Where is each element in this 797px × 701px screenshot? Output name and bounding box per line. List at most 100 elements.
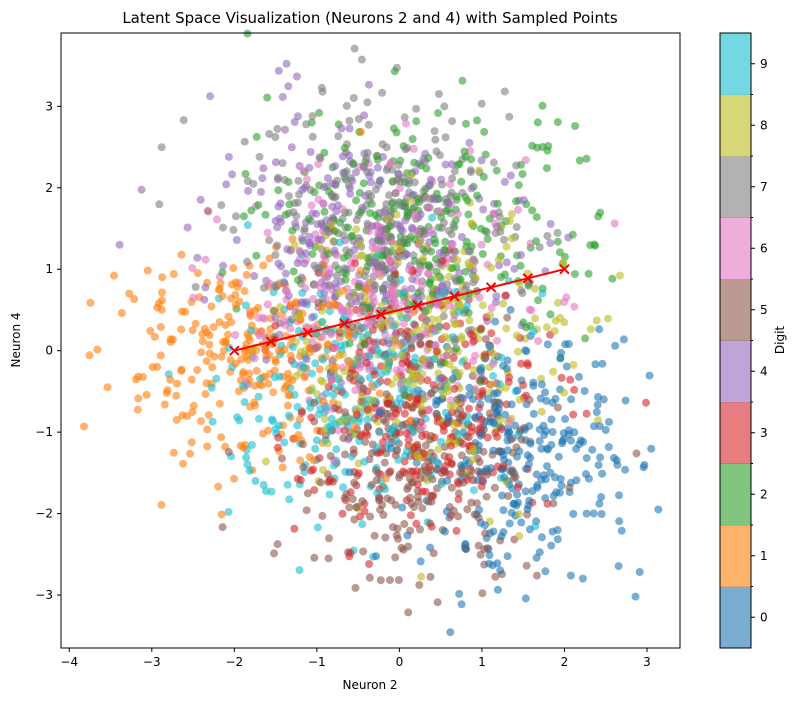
scatter-point-digit-4 bbox=[314, 235, 323, 244]
scatter-point-digit-0 bbox=[477, 366, 485, 375]
scatter-point-digit-1 bbox=[177, 325, 186, 334]
scatter-point-digit-2 bbox=[480, 127, 489, 136]
scatter-point-digit-6 bbox=[358, 305, 367, 314]
scatter-point-digit-2 bbox=[452, 195, 461, 204]
scatter-point-digit-4 bbox=[479, 205, 488, 214]
scatter-point-digit-6 bbox=[409, 144, 418, 153]
scatter-point-digit-6 bbox=[534, 337, 543, 345]
scatter-point-digit-0 bbox=[617, 526, 626, 535]
scatter-point-digit-5 bbox=[483, 470, 492, 479]
scatter-point-digit-2 bbox=[463, 196, 472, 205]
scatter-point-digit-1 bbox=[315, 365, 324, 374]
scatter-point-digit-2 bbox=[334, 265, 343, 274]
scatter-point-digit-8 bbox=[419, 254, 428, 263]
scatter-point-digit-1 bbox=[172, 415, 181, 424]
scatter-point-digit-5 bbox=[491, 572, 500, 581]
scatter-point-digit-7 bbox=[449, 220, 458, 229]
scatter-point-digit-0 bbox=[556, 475, 565, 483]
scatter-point-digit-2 bbox=[404, 208, 413, 217]
scatter-point-digit-4 bbox=[441, 160, 450, 169]
scatter-point-digit-4 bbox=[492, 292, 501, 301]
scatter-point-digit-3 bbox=[497, 425, 506, 434]
scatter-point-digit-3 bbox=[642, 398, 650, 407]
scatter-point-digit-9 bbox=[329, 390, 338, 399]
scatter-point-digit-2 bbox=[352, 196, 361, 205]
scatter-point-digit-0 bbox=[541, 567, 550, 576]
scatter-point-digit-2 bbox=[289, 267, 298, 276]
scatter-point-digit-1 bbox=[331, 301, 340, 310]
scatter-point-digit-3 bbox=[477, 324, 486, 333]
scatter-point-digit-7 bbox=[396, 238, 405, 247]
scatter-point-digit-7 bbox=[364, 189, 373, 198]
scatter-point-digit-8 bbox=[396, 310, 405, 319]
scatter-point-digit-8 bbox=[356, 252, 365, 260]
scatter-point-digit-5 bbox=[416, 525, 424, 534]
scatter-point-digit-1 bbox=[198, 337, 207, 346]
scatter-point-digit-0 bbox=[567, 395, 576, 404]
scatter-point-digit-4 bbox=[384, 264, 393, 273]
scatter-point-digit-3 bbox=[569, 410, 578, 419]
scatter-point-digit-9 bbox=[386, 425, 395, 434]
scatter-point-digit-4 bbox=[137, 185, 146, 194]
scatter-point-digit-1 bbox=[204, 411, 213, 420]
scatter-point-digit-1 bbox=[217, 510, 226, 519]
scatter-point-digit-6 bbox=[424, 203, 433, 212]
scatter-point-digit-2 bbox=[239, 212, 248, 221]
scatter-point-digit-5 bbox=[426, 572, 435, 581]
scatter-point-digit-1 bbox=[264, 379, 273, 388]
scatter-point-digit-1 bbox=[166, 337, 175, 346]
scatter-point-digit-1 bbox=[150, 332, 159, 341]
scatter-point-digit-4 bbox=[318, 220, 327, 229]
scatter-point-digit-7 bbox=[363, 98, 372, 107]
scatter-point-digit-8 bbox=[409, 380, 417, 389]
scatter-point-digit-1 bbox=[110, 271, 118, 280]
scatter-point-digit-1 bbox=[250, 381, 259, 390]
scatter-point-digit-2 bbox=[442, 207, 450, 216]
scatter-point-digit-0 bbox=[529, 378, 538, 387]
scatter-point-digit-1 bbox=[350, 423, 359, 431]
scatter-point-digit-1 bbox=[125, 289, 134, 298]
scatter-point-digit-1 bbox=[162, 388, 171, 397]
scatter-point-digit-0 bbox=[511, 421, 519, 430]
scatter-point-digit-9 bbox=[372, 443, 381, 452]
scatter-point-digit-4 bbox=[422, 317, 431, 325]
scatter-point-digit-9 bbox=[312, 436, 321, 445]
scatter-point-digit-3 bbox=[447, 441, 456, 450]
scatter-point-digit-6 bbox=[404, 265, 413, 274]
scatter-point-digit-3 bbox=[467, 427, 476, 436]
scatter-point-digit-0 bbox=[543, 462, 551, 471]
scatter-point-digit-4 bbox=[287, 143, 296, 152]
scatter-point-digit-2 bbox=[553, 118, 562, 127]
colorbar-tick-label: 7 bbox=[760, 180, 768, 194]
scatter-point-digit-5 bbox=[364, 423, 373, 432]
scatter-point-digit-7 bbox=[315, 153, 324, 162]
scatter-point-digit-3 bbox=[463, 361, 472, 370]
scatter-point-digit-5 bbox=[416, 339, 425, 348]
scatter-point-digit-0 bbox=[491, 317, 500, 326]
scatter-point-digit-2 bbox=[500, 270, 509, 279]
scatter-point-digit-2 bbox=[331, 227, 340, 236]
scatter-point-digit-7 bbox=[371, 185, 380, 194]
scatter-point-digit-0 bbox=[503, 356, 512, 365]
scatter-point-digit-3 bbox=[356, 432, 365, 441]
scatter-point-digit-0 bbox=[490, 389, 499, 398]
scatter-point-digit-6 bbox=[307, 201, 316, 210]
scatter-point-digit-0 bbox=[596, 453, 605, 462]
colorbar-segment-1 bbox=[720, 525, 751, 587]
scatter-point-digit-7 bbox=[328, 192, 337, 201]
scatter-point-digit-9 bbox=[399, 289, 408, 298]
scatter-point-digit-0 bbox=[598, 359, 607, 368]
scatter-point-digit-8 bbox=[496, 415, 504, 424]
scatter-point-digit-2 bbox=[336, 218, 345, 227]
scatter-point-digit-7 bbox=[240, 137, 249, 146]
scatter-point-digit-8 bbox=[465, 261, 474, 270]
scatter-point-digit-8 bbox=[414, 372, 422, 380]
scatter-point-digit-1 bbox=[179, 459, 187, 468]
scatter-point-digit-3 bbox=[290, 524, 299, 533]
scatter-point-digit-7 bbox=[432, 147, 441, 156]
scatter-point-digit-5 bbox=[525, 395, 534, 404]
scatter-point-digit-9 bbox=[242, 453, 251, 462]
scatter-point-digit-6 bbox=[505, 416, 514, 425]
scatter-point-digit-5 bbox=[406, 493, 414, 502]
scatter-point-digit-1 bbox=[278, 310, 286, 319]
